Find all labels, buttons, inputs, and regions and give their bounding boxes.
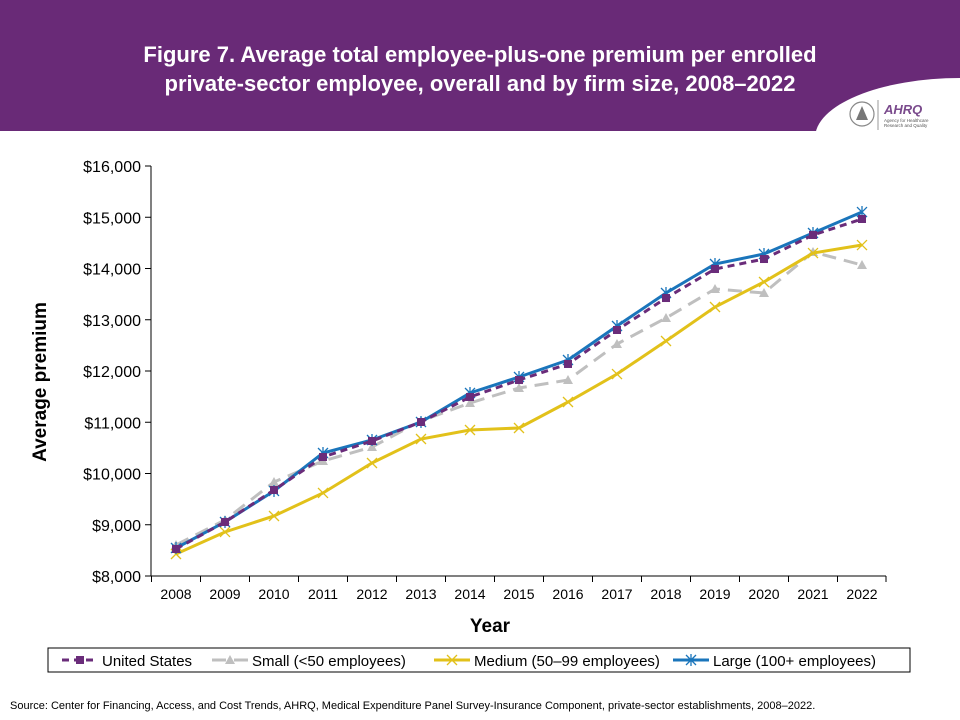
y-tick-label: $11,000	[84, 415, 141, 432]
y-tick-label: $9,000	[92, 518, 141, 535]
legend-label: United States	[102, 653, 192, 670]
legend-marker	[225, 655, 235, 664]
svg-text:Agency for Healthcare: Agency for Healthcare	[884, 118, 929, 123]
data-point	[709, 301, 721, 313]
data-point	[464, 424, 476, 436]
data-point	[809, 230, 817, 239]
x-tick-label: 2012	[356, 586, 387, 602]
y-tick-label: $14,000	[83, 262, 141, 279]
x-tick-label: 2016	[552, 586, 583, 602]
data-point	[367, 442, 377, 452]
data-point	[514, 383, 524, 393]
data-point	[465, 397, 475, 407]
legend-label: Medium (50–99 employees)	[474, 653, 660, 670]
ahrq-logo: AHRQ Agency for Healthcare Research and …	[849, 100, 929, 130]
legend-label: Small (<50 employees)	[252, 653, 406, 670]
legend-item: Medium (50–99 employees)	[434, 653, 660, 670]
data-point	[368, 437, 376, 446]
legend-item: Large (100+ employees)	[673, 653, 876, 670]
legend-marker	[76, 656, 84, 664]
x-tick-label: 2022	[846, 586, 877, 602]
data-point	[563, 375, 573, 385]
data-point	[219, 526, 231, 538]
x-tick-label: 2015	[503, 586, 534, 602]
data-point	[270, 486, 278, 495]
legend-marker	[446, 654, 458, 666]
data-point	[711, 265, 719, 274]
data-point	[662, 294, 670, 303]
legend-marker	[685, 654, 697, 666]
data-point	[857, 260, 867, 270]
data-point	[807, 247, 819, 259]
legend-item: Small (<50 employees)	[212, 653, 406, 670]
data-point	[269, 477, 279, 487]
x-tick-label: 2017	[601, 586, 632, 602]
data-point	[759, 287, 769, 297]
x-tick-label: 2010	[258, 586, 289, 602]
legend-label: Large (100+ employees)	[713, 653, 876, 670]
hhs-eagle-icon	[849, 101, 875, 127]
title-line-1: Figure 7. Average total employee-plus-on…	[143, 42, 817, 67]
data-point	[319, 452, 327, 461]
legend: United States Small (<50 employees) Medium…	[47, 647, 911, 673]
x-axis-label: Year	[470, 616, 511, 637]
y-tick-label: $16,000	[83, 159, 141, 176]
data-point	[466, 392, 474, 401]
data-point	[858, 214, 866, 223]
data-point	[710, 284, 720, 293]
data-point	[856, 239, 868, 251]
data-point	[221, 517, 229, 526]
data-point	[415, 433, 427, 445]
data-point	[366, 457, 378, 469]
data-point	[515, 376, 523, 385]
y-tick-label: $10,000	[83, 467, 141, 484]
y-tick-label: $12,000	[83, 364, 141, 381]
y-axis-label: Average premium	[30, 302, 51, 462]
x-tick-label: 2021	[797, 586, 828, 602]
source-note: Source: Center for Financing, Access, an…	[10, 700, 816, 712]
figure-title: Figure 7. Average total employee-plus-on…	[60, 40, 900, 98]
data-point	[660, 335, 672, 347]
legend-box	[47, 647, 911, 673]
series-line	[175, 250, 863, 547]
x-tick-label: 2011	[308, 586, 338, 602]
x-tick-label: 2020	[748, 586, 779, 602]
data-point	[611, 368, 623, 380]
svg-text:AHRQ: AHRQ	[883, 102, 922, 117]
series-united	[172, 214, 866, 553]
header-banner: Figure 7. Average total employee-plus-on…	[0, 0, 960, 131]
data-point	[564, 359, 572, 368]
data-point	[760, 255, 768, 264]
x-tick-label: 2014	[454, 586, 485, 602]
y-tick-label: $13,000	[83, 313, 141, 330]
svg-text:Research and Quality: Research and Quality	[884, 123, 928, 128]
y-tick-label: $8,000	[92, 569, 141, 586]
x-tick-label: 2018	[650, 586, 681, 602]
data-point	[513, 422, 525, 434]
x-tick-label: 2009	[209, 586, 240, 602]
data-point	[661, 313, 671, 323]
data-point	[562, 396, 574, 408]
legend-item: United States	[62, 653, 192, 670]
data-point	[268, 510, 280, 522]
data-point	[417, 417, 425, 426]
data-point	[172, 544, 180, 553]
y-tick-label: $15,000	[83, 210, 141, 227]
data-point	[758, 276, 770, 288]
data-point	[612, 338, 622, 348]
data-point	[613, 326, 621, 334]
title-line-2: private-sector employee, overall and by …	[164, 71, 796, 96]
x-tick-label: 2019	[699, 586, 730, 602]
x-tick-label: 2008	[160, 586, 191, 602]
series-small	[171, 246, 867, 549]
data-point	[317, 487, 329, 499]
series-medium	[170, 239, 868, 560]
x-tick-label: 2013	[405, 586, 436, 602]
